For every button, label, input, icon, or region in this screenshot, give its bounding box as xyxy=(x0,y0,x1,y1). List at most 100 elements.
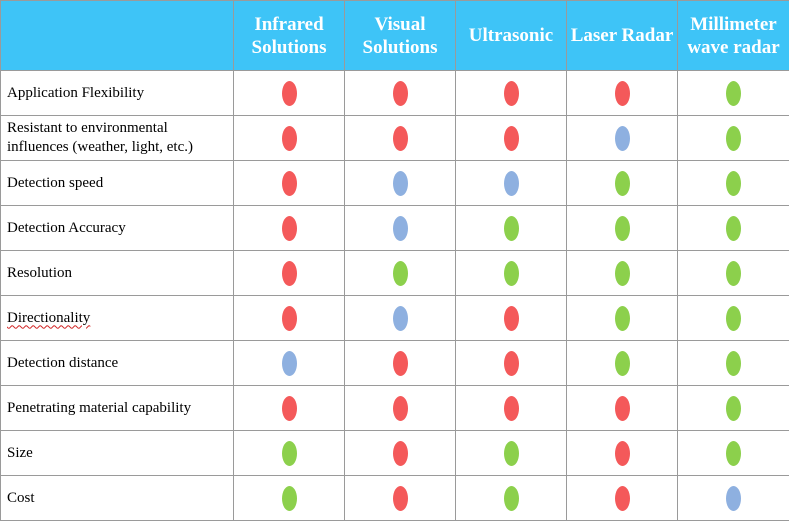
rating-cell xyxy=(234,476,345,521)
rating-green-dot-icon xyxy=(726,126,741,151)
column-header-laser-radar: Laser Radar xyxy=(567,1,678,71)
rating-cell xyxy=(345,431,456,476)
row-label: Penetrating material capability xyxy=(7,400,191,416)
row-label-cell: Cost xyxy=(1,476,234,521)
row-label-cell: Detection distance xyxy=(1,341,234,386)
rating-red-dot-icon xyxy=(615,486,630,511)
rating-green-dot-icon xyxy=(615,216,630,241)
rating-red-dot-icon xyxy=(504,126,519,151)
rating-cell xyxy=(567,431,678,476)
rating-cell xyxy=(456,206,567,251)
rating-red-dot-icon xyxy=(282,216,297,241)
rating-cell xyxy=(345,206,456,251)
rating-green-dot-icon xyxy=(726,261,741,286)
rating-cell xyxy=(234,431,345,476)
rating-cell xyxy=(234,251,345,296)
rating-cell xyxy=(567,251,678,296)
rating-green-dot-icon xyxy=(615,306,630,331)
column-header-infrared: Infrared Solutions xyxy=(234,1,345,71)
rating-blue-dot-icon xyxy=(393,171,408,196)
rating-cell xyxy=(678,341,789,386)
row-label: Detection distance xyxy=(7,355,118,371)
rating-cell xyxy=(345,341,456,386)
rating-red-dot-icon xyxy=(282,306,297,331)
rating-cell xyxy=(567,386,678,431)
row-label: Detection speed xyxy=(7,175,103,191)
rating-cell xyxy=(678,251,789,296)
rating-cell xyxy=(567,116,678,161)
rating-green-dot-icon xyxy=(726,81,741,106)
rating-green-dot-icon xyxy=(726,306,741,331)
rating-red-dot-icon xyxy=(504,306,519,331)
table-row: Size xyxy=(1,431,789,476)
rating-cell xyxy=(345,296,456,341)
rating-cell xyxy=(567,341,678,386)
table-row: Penetrating material capability xyxy=(1,386,789,431)
rating-cell xyxy=(456,71,567,116)
rating-cell xyxy=(456,296,567,341)
rating-red-dot-icon xyxy=(615,441,630,466)
rating-cell xyxy=(456,431,567,476)
rating-green-dot-icon xyxy=(726,396,741,421)
rating-green-dot-icon xyxy=(615,171,630,196)
rating-cell xyxy=(456,341,567,386)
rating-cell xyxy=(456,116,567,161)
rating-cell xyxy=(678,116,789,161)
rating-blue-dot-icon xyxy=(282,351,297,376)
row-label-cell: Size xyxy=(1,431,234,476)
rating-cell xyxy=(567,206,678,251)
table-row: Detection distance xyxy=(1,341,789,386)
header-row: Infrared Solutions Visual Solutions Ultr… xyxy=(1,1,789,71)
rating-red-dot-icon xyxy=(282,261,297,286)
table-body: Application Flexibility Resistant to envi… xyxy=(1,71,789,521)
rating-blue-dot-icon xyxy=(615,126,630,151)
rating-blue-dot-icon xyxy=(726,486,741,511)
row-label: Size xyxy=(7,445,33,461)
rating-cell xyxy=(345,251,456,296)
rating-cell xyxy=(234,206,345,251)
rating-green-dot-icon xyxy=(282,486,297,511)
rating-red-dot-icon xyxy=(504,81,519,106)
table-row: Detection speed xyxy=(1,161,789,206)
row-label: Cost xyxy=(7,490,35,506)
rating-green-dot-icon xyxy=(615,351,630,376)
rating-red-dot-icon xyxy=(393,81,408,106)
rating-cell xyxy=(234,161,345,206)
rating-red-dot-icon xyxy=(282,171,297,196)
rating-cell xyxy=(345,161,456,206)
rating-red-dot-icon xyxy=(504,351,519,376)
row-label: Application Flexibility xyxy=(7,85,144,101)
rating-red-dot-icon xyxy=(393,486,408,511)
table-row: Directionality xyxy=(1,296,789,341)
row-label: Resolution xyxy=(7,265,72,281)
rating-cell xyxy=(678,206,789,251)
rating-cell xyxy=(678,431,789,476)
row-label: Resistant to environmental influences (w… xyxy=(7,120,193,155)
rating-cell xyxy=(234,296,345,341)
rating-green-dot-icon xyxy=(726,171,741,196)
rating-cell xyxy=(456,386,567,431)
row-label-cell: Detection speed xyxy=(1,161,234,206)
rating-cell xyxy=(567,296,678,341)
rating-red-dot-icon xyxy=(393,126,408,151)
row-label-cell: Directionality xyxy=(1,296,234,341)
rating-cell xyxy=(678,476,789,521)
row-label: Directionality xyxy=(7,310,90,326)
rating-cell xyxy=(234,71,345,116)
rating-cell xyxy=(567,71,678,116)
rating-green-dot-icon xyxy=(504,486,519,511)
rating-cell xyxy=(234,116,345,161)
rating-red-dot-icon xyxy=(504,396,519,421)
rating-cell xyxy=(567,476,678,521)
table-row: Detection Accuracy xyxy=(1,206,789,251)
table-row: Resistant to environmental influences (w… xyxy=(1,116,789,161)
rating-cell xyxy=(678,296,789,341)
rating-green-dot-icon xyxy=(726,351,741,376)
row-label-cell: Penetrating material capability xyxy=(1,386,234,431)
rating-cell xyxy=(567,161,678,206)
column-header-millimeter-wave-radar: Millimeter wave radar xyxy=(678,1,789,71)
rating-green-dot-icon xyxy=(504,216,519,241)
rating-blue-dot-icon xyxy=(504,171,519,196)
column-header-visual: Visual Solutions xyxy=(345,1,456,71)
